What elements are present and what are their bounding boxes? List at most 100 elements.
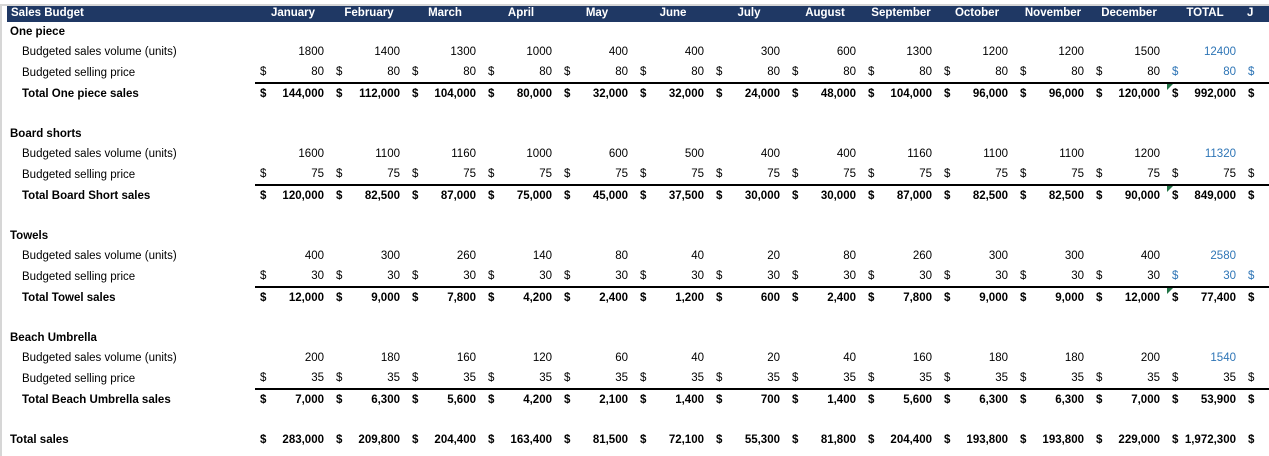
sales-total-cell[interactable]: $77,400: [1167, 286, 1243, 308]
cutoff-cell[interactable]: [1243, 348, 1269, 368]
price-cell[interactable]: $80: [1015, 62, 1091, 83]
grand-total-cell[interactable]: $193,800: [939, 430, 1015, 450]
sales-cell[interactable]: $6,300: [331, 388, 407, 410]
volume-cell[interactable]: 1000: [526, 46, 552, 58]
cutoff-cell[interactable]: [1243, 144, 1269, 164]
price-cell[interactable]: $35: [559, 368, 635, 389]
sales-total-cell[interactable]: $992,000: [1167, 82, 1243, 104]
volume-cell[interactable]: 400: [608, 46, 628, 58]
volume-cell[interactable]: 1100: [983, 148, 1008, 160]
volume-label-cell[interactable]: Budgeted sales volume (units): [22, 352, 177, 364]
sales-cell[interactable]: $9,000: [939, 286, 1015, 308]
section-name-cell[interactable]: One piece: [10, 26, 65, 38]
cutoff-grand-cell[interactable]: $: [1243, 430, 1269, 450]
spacer-cell[interactable]: [7, 308, 1269, 328]
spacer-cell[interactable]: [7, 104, 1269, 124]
price-cell[interactable]: $75: [1091, 164, 1167, 185]
price-total-cell[interactable]: $30: [1167, 266, 1243, 287]
sales-cell[interactable]: $45,000: [559, 184, 635, 206]
price-total-cell[interactable]: $80: [1167, 62, 1243, 83]
price-cell[interactable]: $35: [939, 368, 1015, 389]
volume-cell[interactable]: 1160: [451, 148, 476, 160]
volume-cell[interactable]: 140: [532, 250, 552, 262]
sales-cell[interactable]: $4,200: [483, 286, 559, 308]
volume-cell[interactable]: 160: [912, 352, 932, 364]
sales-cell[interactable]: $30,000: [787, 184, 863, 206]
sales-cell[interactable]: $75,000: [483, 184, 559, 206]
sales-cell[interactable]: $104,000: [407, 82, 483, 104]
sales-cell[interactable]: $1,400: [635, 388, 711, 410]
grand-total-sum-cell[interactable]: $1,972,300: [1167, 430, 1243, 450]
sales-cell[interactable]: $6,300: [1015, 388, 1091, 410]
volume-cell[interactable]: 1800: [298, 46, 324, 58]
price-cell[interactable]: $30: [787, 266, 863, 287]
sales-cell[interactable]: $2,400: [787, 286, 863, 308]
price-cell[interactable]: $30: [939, 266, 1015, 287]
spacer-cell[interactable]: [7, 410, 1269, 430]
cutoff-sales-cell[interactable]: $: [1243, 388, 1269, 410]
section-name-cell[interactable]: Beach Umbrella: [10, 332, 97, 344]
price-cell[interactable]: $35: [711, 368, 787, 389]
price-cell[interactable]: $30: [711, 266, 787, 287]
sales-total-cell[interactable]: $849,000: [1167, 184, 1243, 206]
price-cell[interactable]: $30: [331, 266, 407, 287]
sales-cell[interactable]: $2,400: [559, 286, 635, 308]
col-header-april[interactable]: April: [483, 4, 559, 22]
grand-total-cell[interactable]: $229,000: [1091, 430, 1167, 450]
price-cell[interactable]: $75: [635, 164, 711, 185]
volume-cell[interactable]: 180: [988, 352, 1008, 364]
sales-cell[interactable]: $12,000: [1091, 286, 1167, 308]
col-header-september[interactable]: September: [863, 4, 939, 22]
col-header-total[interactable]: TOTAL: [1167, 4, 1243, 22]
cutoff-sales-cell[interactable]: $: [1243, 82, 1269, 104]
price-cell[interactable]: $30: [863, 266, 939, 287]
col-header-august[interactable]: August: [787, 4, 863, 22]
volume-cell[interactable]: 1200: [1134, 148, 1160, 160]
sales-cell[interactable]: $600: [711, 286, 787, 308]
price-cell[interactable]: $35: [483, 368, 559, 389]
price-cell[interactable]: $30: [1091, 266, 1167, 287]
volume-cell[interactable]: 300: [380, 250, 400, 262]
price-total-cell[interactable]: $75: [1167, 164, 1243, 185]
sales-cell[interactable]: $90,000: [1091, 184, 1167, 206]
col-header-november[interactable]: November: [1015, 4, 1091, 22]
sales-cell[interactable]: $96,000: [939, 82, 1015, 104]
sales-cell[interactable]: $48,000: [787, 82, 863, 104]
price-label-cell[interactable]: Budgeted selling price: [22, 372, 136, 385]
sales-cell[interactable]: $9,000: [1015, 286, 1091, 308]
grand-total-cell[interactable]: $204,400: [863, 430, 939, 450]
col-header-january[interactable]: January: [255, 4, 331, 22]
volume-cell[interactable]: 120: [532, 352, 552, 364]
col-header-july[interactable]: July: [711, 4, 787, 22]
volume-cell[interactable]: 20: [767, 250, 780, 262]
sales-cell[interactable]: $37,500: [635, 184, 711, 206]
grand-total-cell[interactable]: $72,100: [635, 430, 711, 450]
sales-cell[interactable]: $30,000: [711, 184, 787, 206]
price-cell[interactable]: $35: [331, 368, 407, 389]
price-total-cell[interactable]: $35: [1167, 368, 1243, 389]
volume-cell[interactable]: 400: [760, 148, 780, 160]
price-cell[interactable]: $80: [863, 62, 939, 83]
sales-cell[interactable]: $80,000: [483, 82, 559, 104]
price-label-cell[interactable]: Budgeted selling price: [22, 66, 136, 79]
volume-total-cell[interactable]: 11320: [1204, 148, 1236, 160]
volume-cell[interactable]: 1160: [907, 148, 932, 160]
cutoff-price-cell[interactable]: $: [1243, 62, 1269, 83]
volume-cell[interactable]: 300: [988, 250, 1008, 262]
volume-cell[interactable]: 1200: [982, 46, 1008, 58]
price-cell[interactable]: $35: [255, 368, 331, 389]
price-label-cell[interactable]: Budgeted selling price: [22, 168, 136, 181]
sales-cell[interactable]: $5,600: [407, 388, 483, 410]
cutoff-sales-cell[interactable]: $: [1243, 184, 1269, 206]
grand-total-cell[interactable]: $204,400: [407, 430, 483, 450]
sales-cell[interactable]: $144,000: [255, 82, 331, 104]
grand-total-cell[interactable]: $55,300: [711, 430, 787, 450]
volume-cell[interactable]: 260: [456, 250, 476, 262]
price-label-cell[interactable]: Budgeted selling price: [22, 270, 136, 283]
volume-total-cell[interactable]: 2580: [1210, 250, 1236, 262]
col-header-partial[interactable]: J: [1243, 4, 1269, 22]
price-cell[interactable]: $35: [635, 368, 711, 389]
section-total-label-cell[interactable]: Total One piece sales: [22, 87, 139, 100]
volume-label-cell[interactable]: Budgeted sales volume (units): [22, 250, 177, 262]
sales-cell[interactable]: $1,400: [787, 388, 863, 410]
